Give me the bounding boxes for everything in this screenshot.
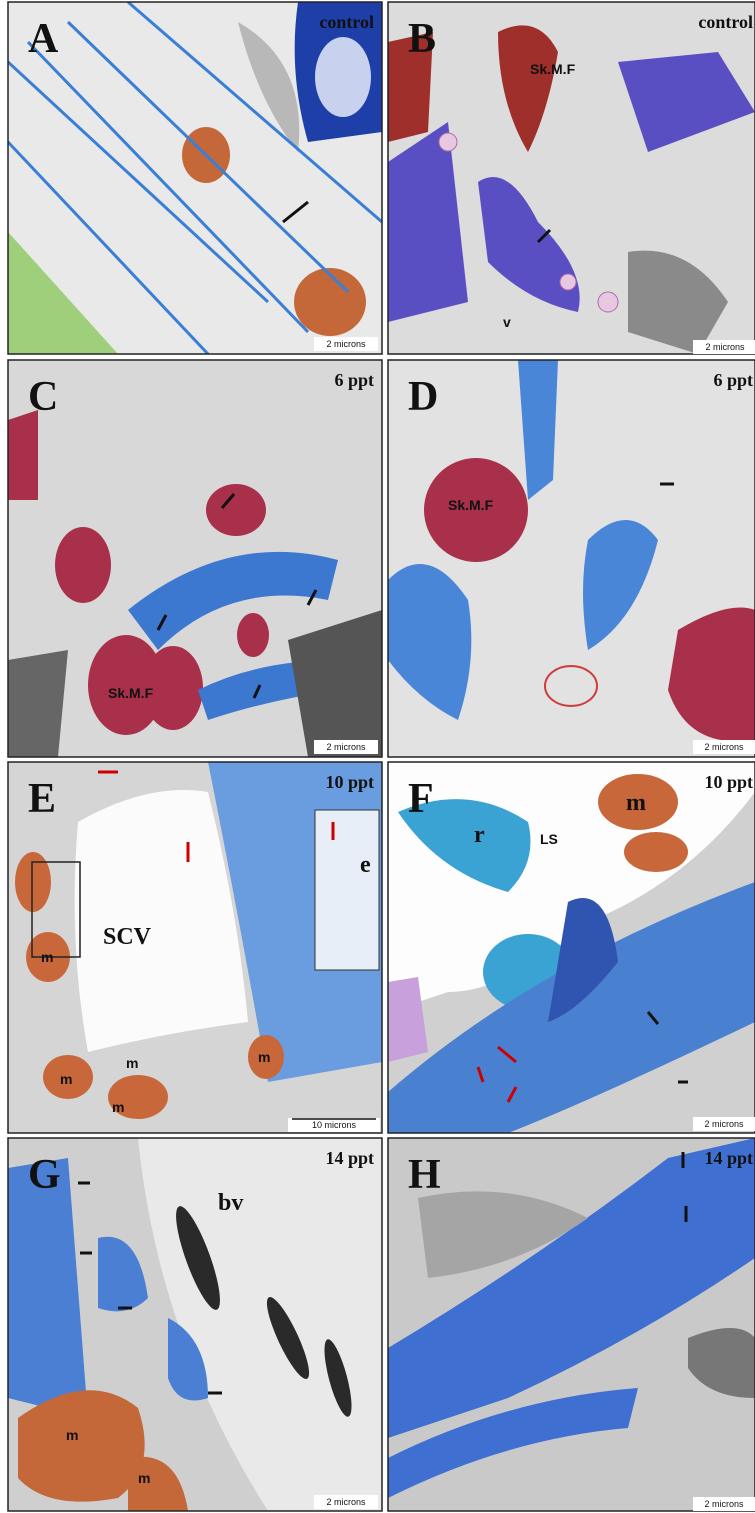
panel-c: C 6 ppt Sk.M.F 2 microns xyxy=(8,360,382,757)
scale-bar-label: 10 microns xyxy=(312,1120,357,1130)
structure-label: m xyxy=(112,1099,124,1115)
panel-letter: G xyxy=(28,1152,61,1198)
scale-bar-label: 2 microns xyxy=(705,342,745,352)
figure: A control 2 microns B control Sk.M.F v 2… xyxy=(0,0,755,1513)
structure-label: r xyxy=(474,822,485,848)
panel-letter: F xyxy=(408,776,434,822)
scale-bar-label: 2 microns xyxy=(704,1499,744,1509)
structure-label: Sk.M.F xyxy=(530,61,576,77)
structure-label: m xyxy=(41,949,53,965)
structure-label: m xyxy=(126,1055,138,1071)
panel-h: H 14 ppt 2 microns xyxy=(388,1138,755,1511)
scale-bar-label: 2 microns xyxy=(704,742,744,752)
condition-label: 14 ppt xyxy=(704,1148,753,1168)
structure-label: Sk.M.F xyxy=(108,685,154,701)
panel-letter: H xyxy=(408,1152,441,1198)
panel-e: E 10 ppt SCV m m m m m e 10 microns xyxy=(8,762,382,1133)
scale-bar-label: 2 microns xyxy=(326,742,366,752)
panel-letter: C xyxy=(28,374,58,420)
page: {"panels": [ {"letter": "A", "condition"… xyxy=(0,0,755,1513)
condition-label: 10 ppt xyxy=(704,772,753,792)
condition-label: 6 ppt xyxy=(713,370,753,390)
condition-label: 14 ppt xyxy=(325,1148,374,1168)
structure-label: m xyxy=(258,1049,270,1065)
panel-f: F 10 ppt r LS m 2 microns xyxy=(388,762,755,1133)
panel-g: G 14 ppt bv m m 2 microns xyxy=(8,1138,382,1511)
structure-label: v xyxy=(503,314,511,330)
condition-label: 6 ppt xyxy=(334,370,374,390)
panel-letter: E xyxy=(28,776,56,822)
structure-label: m xyxy=(66,1427,78,1443)
panel-letter: B xyxy=(408,16,436,62)
structure-label: SCV xyxy=(103,924,152,950)
panel-d: D 6 ppt Sk.M.F 2 microns xyxy=(388,360,755,757)
structure-label: m xyxy=(626,790,646,816)
condition-label: 10 ppt xyxy=(325,772,374,792)
panel-letter: D xyxy=(408,374,438,420)
structure-label: m xyxy=(138,1470,150,1486)
panel-b: B control Sk.M.F v 2 microns xyxy=(388,2,755,354)
structure-label: m xyxy=(60,1071,72,1087)
scale-bar-label: 2 microns xyxy=(704,1119,744,1129)
condition-label: control xyxy=(698,12,753,32)
structure-label: e xyxy=(360,852,371,878)
condition-label: control xyxy=(319,12,374,32)
scale-bar-label: 2 microns xyxy=(326,1497,366,1507)
structure-label: Sk.M.F xyxy=(448,497,494,513)
structure-label: LS xyxy=(540,831,558,847)
scale-bar-label: 2 microns xyxy=(326,339,366,349)
structure-label: bv xyxy=(218,1190,243,1216)
panel-a: A control 2 microns xyxy=(8,2,382,354)
panel-letter: A xyxy=(28,16,59,62)
